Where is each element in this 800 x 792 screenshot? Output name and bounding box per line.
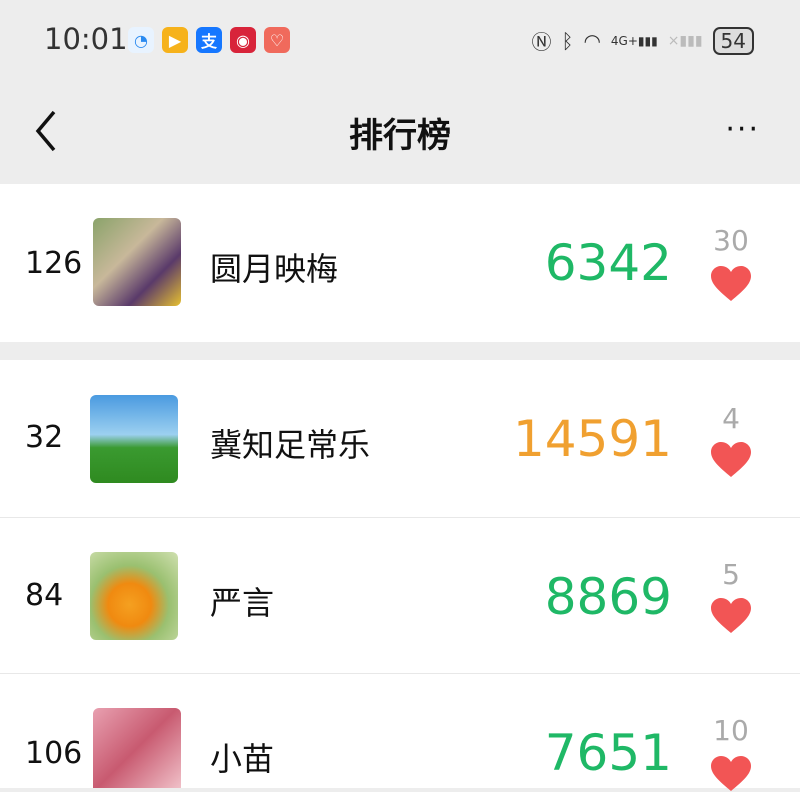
- back-button[interactable]: [30, 106, 70, 156]
- score: 8869: [544, 568, 672, 626]
- avatar: [90, 395, 178, 483]
- row-divider: [0, 673, 800, 674]
- nfc-icon: Ⓝ: [531, 30, 552, 54]
- battery-indicator: 54: [712, 26, 754, 55]
- like-count: 30: [713, 224, 749, 257]
- rank-number: 126: [25, 246, 83, 281]
- rank-number: 106: [25, 736, 83, 771]
- qq-browser-icon: ◔: [128, 27, 154, 53]
- avatar: [93, 218, 181, 306]
- like-count: 4: [722, 402, 740, 435]
- heart-icon[interactable]: [711, 266, 751, 302]
- nav-bar: 排行榜 ···: [0, 80, 800, 184]
- heart-icon[interactable]: [711, 756, 751, 792]
- wifi-icon: ◠: [583, 28, 601, 53]
- user-name: 小苗: [210, 740, 275, 778]
- heart-icon[interactable]: [711, 442, 751, 478]
- row-divider: [0, 517, 800, 518]
- status-bar: 10:01 ◔ ▶ 支 ◉ ♡ Ⓝ ᛒ ◠ 4G+▮▮▮ ×▮▮▮ 54: [0, 0, 800, 80]
- network-type: 4G+: [610, 33, 638, 48]
- like-count: 5: [722, 558, 740, 591]
- like-count: 10: [713, 714, 749, 747]
- heart-icon[interactable]: [711, 598, 751, 634]
- user-name: 圆月映梅: [210, 250, 339, 288]
- score: 6342: [544, 234, 672, 292]
- rank-number: 84: [25, 578, 64, 613]
- leaderboard-row[interactable]: 106 小苗 7651 10: [0, 674, 800, 791]
- status-time: 10:01: [44, 22, 128, 56]
- user-name: 冀知足常乐: [210, 426, 371, 464]
- page-title: 排行榜: [349, 116, 451, 156]
- heart-app-icon: ♡: [264, 27, 290, 53]
- avatar: [93, 708, 181, 788]
- my-rank-row[interactable]: 126 圆月映梅 6342 30: [0, 184, 800, 342]
- tmall-icon: ◉: [230, 27, 256, 53]
- score: 14591: [512, 410, 672, 468]
- more-button[interactable]: ···: [725, 112, 760, 147]
- no-signal-icon: ×▮▮▮: [667, 32, 703, 49]
- score: 7651: [544, 724, 672, 782]
- rank-number: 32: [25, 420, 64, 455]
- signal-icon: 4G+▮▮▮: [610, 33, 658, 48]
- chevron-left-icon: [35, 110, 56, 152]
- bluetooth-icon: ᛒ: [561, 28, 574, 53]
- video-icon: ▶: [162, 27, 188, 53]
- alipay-icon: 支: [196, 27, 222, 53]
- avatar: [90, 552, 178, 640]
- leaderboard-row[interactable]: 84 严言 8869 5: [0, 518, 800, 673]
- leaderboard-row[interactable]: 32 冀知足常乐 14591 4: [0, 360, 800, 517]
- user-name: 严言: [210, 584, 275, 622]
